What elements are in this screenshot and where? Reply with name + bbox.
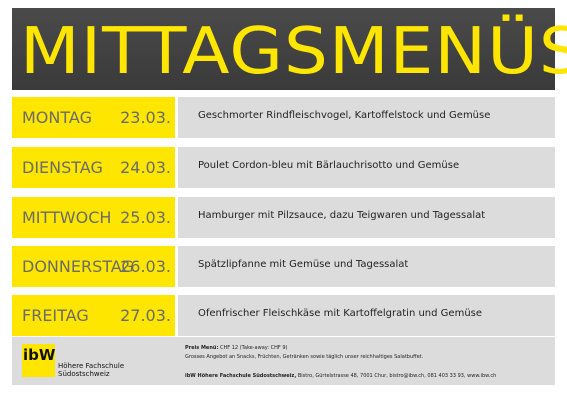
day: FREITAG [22, 306, 89, 325]
day-box: DIENSTAG 24.03. [12, 147, 175, 188]
day: DIENSTAG [22, 158, 103, 177]
logo-text: ibW [23, 346, 56, 364]
dish-box: Geschmorter Rindfleischvogel, Kartoffels… [178, 97, 555, 138]
date: 26.03. [120, 257, 171, 276]
price: CHF 12 (Take-away: CHF 9) [220, 345, 288, 351]
day-box: MONTAG 23.03. [12, 97, 175, 138]
school-line: Höhere Fachschule [58, 362, 125, 370]
date: 24.03. [120, 158, 171, 177]
offer-line: Grosses Angebot an Snacks, Früchten, Get… [185, 354, 424, 360]
day-box: FREITAG 27.03. [12, 295, 175, 336]
menu-row: MITTWOCH 25.03. Hamburger mit Pilzsauce, … [12, 197, 555, 238]
day: DONNERSTAG [22, 257, 134, 276]
address-line: ibW Höhere Fachschule Südostschweiz, Bis… [185, 373, 496, 379]
menu-row: DIENSTAG 24.03. Poulet Cordon-bleu mit Bä… [12, 147, 555, 188]
price-label: Preis Menü: [185, 345, 219, 351]
menu-row: DONNERSTAG 26.03. Spätzlipfanne mit Gemüs… [12, 246, 555, 287]
address: Bistro, Gürtelstrasse 48, 7001 Chur, bis… [297, 373, 497, 379]
day: MONTAG [22, 108, 92, 127]
dish: Spätzlipfanne mit Gemüse und Tagessalat [198, 259, 409, 270]
address-name: ibW Höhere Fachschule Südostschweiz, [185, 373, 297, 379]
day-box: DONNERSTAG 26.03. [12, 246, 175, 287]
dish-box: Hamburger mit Pilzsauce, dazu Teigwaren … [178, 197, 555, 238]
day: MITTWOCH [22, 208, 112, 227]
school-line: Südostschweiz [58, 370, 110, 378]
menu-row: FREITAG 27.03. Ofenfrischer Fleischkäse m… [12, 295, 555, 336]
dish: Ofenfrischer Fleischkäse mit Kartoffelgr… [198, 308, 483, 319]
dish-box: Spätzlipfanne mit Gemüse und Tagessalat [178, 246, 555, 287]
dish: Geschmorter Rindfleischvogel, Kartoffels… [198, 110, 491, 121]
footer [12, 337, 555, 385]
day-box: MITTWOCH 25.03. [12, 197, 175, 238]
date: 23.03. [120, 108, 171, 127]
school-name: Höhere Fachschule Südostschweiz [58, 362, 124, 378]
title: MITTAGSMENÜS [20, 15, 567, 89]
date: 25.03. [120, 208, 171, 227]
header: MITTAGSMENÜS [12, 8, 567, 90]
price-line: Preis Menü: CHF 12 (Take-away: CHF 9) [185, 345, 287, 351]
dish-box: Ofenfrischer Fleischkäse mit Kartoffelgr… [178, 295, 555, 336]
dish: Poulet Cordon-bleu mit Bärlauchrisotto u… [198, 160, 460, 171]
dish-box: Poulet Cordon-bleu mit Bärlauchrisotto u… [178, 147, 555, 188]
logo: ibW [22, 344, 55, 377]
dish: Hamburger mit Pilzsauce, dazu Teigwaren … [198, 210, 486, 221]
menu-row: MONTAG 23.03. Geschmorter Rindfleischvoge… [12, 97, 555, 138]
date: 27.03. [120, 306, 171, 325]
